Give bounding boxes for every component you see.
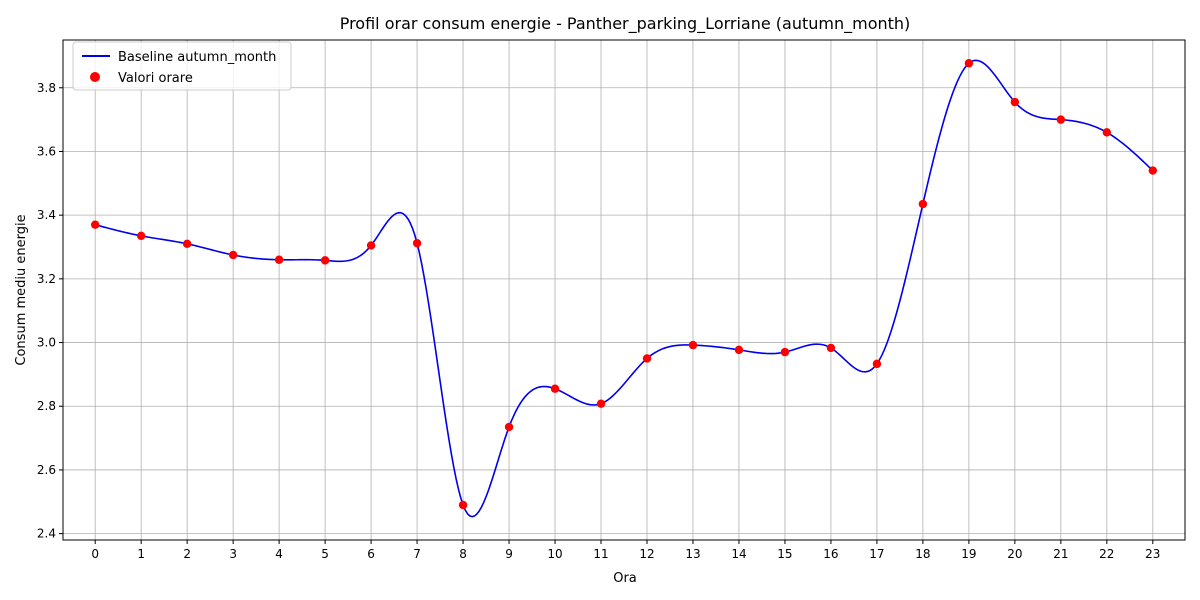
- y-tick-label: 3.6: [37, 144, 56, 158]
- hourly-value-point: [826, 343, 836, 353]
- x-tick-label: 3: [229, 547, 237, 561]
- y-tick-label: 3.8: [37, 81, 56, 95]
- y-tick-label: 2.4: [37, 527, 56, 541]
- hourly-value-point: [1010, 97, 1020, 107]
- x-tick-label: 20: [1007, 547, 1022, 561]
- x-axis-title: Ora: [613, 571, 637, 586]
- hourly-value-point: [412, 238, 422, 248]
- baseline-series-line: [94, 59, 1154, 518]
- legend-label-values: Valori orare: [118, 71, 193, 86]
- legend: Baseline autumn_month Valori orare: [72, 41, 292, 91]
- x-tick-label: 5: [321, 547, 329, 561]
- x-tick-label: 8: [459, 547, 467, 561]
- hourly-value-point: [1148, 166, 1158, 175]
- x-tick-label: 12: [639, 547, 654, 561]
- hourly-value-point: [320, 256, 330, 265]
- hourly-value-point: [182, 239, 192, 249]
- x-tick-label: 18: [915, 547, 930, 561]
- x-tick-label: 16: [823, 547, 838, 561]
- legend-box: [72, 41, 292, 91]
- hourly-value-point: [734, 345, 744, 355]
- hourly-value-point: [964, 59, 974, 68]
- x-tick-label: 9: [505, 547, 513, 561]
- hourly-value-point: [504, 422, 514, 432]
- hourly-value-point: [366, 241, 376, 250]
- y-tick-label: 3.0: [37, 336, 56, 350]
- hourly-value-point: [688, 340, 698, 350]
- x-tick-label: 4: [275, 547, 283, 561]
- hourly-value-point: [1056, 115, 1066, 124]
- hourly-value-point: [780, 347, 790, 357]
- x-tick-label: 13: [685, 547, 700, 561]
- hourly-value-point: [918, 199, 928, 209]
- hourly-value-point: [596, 399, 606, 408]
- hourly-value-point: [642, 354, 652, 363]
- x-tick-label: 10: [547, 547, 562, 561]
- hourly-value-point: [228, 250, 238, 260]
- y-tick-label: 3.4: [37, 208, 56, 222]
- tick-layer: 0 1 2 3 4 5 6 7 8 9 10 11 12 13 14 15 16 17 18 19 20 21 22 232.…: [37, 81, 1161, 561]
- x-tick-label: 17: [869, 547, 884, 561]
- x-tick-label: 14: [731, 547, 746, 561]
- hourly-value-point: [274, 255, 284, 264]
- x-tick-label: 11: [593, 547, 608, 561]
- x-tick-label: 21: [1053, 547, 1068, 561]
- grid-layer: [63, 40, 1185, 540]
- y-tick-label: 2.6: [37, 463, 56, 477]
- hourly-value-point: [458, 500, 468, 510]
- hourly-value-point: [1102, 128, 1112, 137]
- x-tick-label: 15: [777, 547, 792, 561]
- x-tick-label: 2: [183, 547, 191, 561]
- hourly-value-point: [136, 231, 146, 241]
- x-tick-label: 23: [1145, 547, 1160, 561]
- legend-label-baseline: Baseline autumn_month: [118, 50, 276, 65]
- x-tick-label: 0: [91, 547, 99, 561]
- x-tick-label: 22: [1099, 547, 1114, 561]
- x-tick-label: 6: [367, 547, 375, 561]
- hourly-value-point: [550, 384, 560, 393]
- hourly-value-point: [872, 359, 882, 369]
- x-tick-label: 7: [413, 547, 421, 561]
- legend-marker-swatch: [90, 72, 100, 82]
- series-layer: [90, 59, 1158, 518]
- x-tick-label: 19: [961, 547, 976, 561]
- x-tick-label: 1: [137, 547, 145, 561]
- chart-title: Profil orar consum energie - Panther_par…: [340, 14, 911, 34]
- y-tick-label: 2.8: [37, 399, 56, 413]
- y-tick-label: 3.2: [37, 272, 56, 286]
- y-axis-title: Consum mediu energie: [14, 214, 29, 365]
- plot-frame: [62, 39, 1186, 541]
- hourly-value-point: [90, 220, 100, 229]
